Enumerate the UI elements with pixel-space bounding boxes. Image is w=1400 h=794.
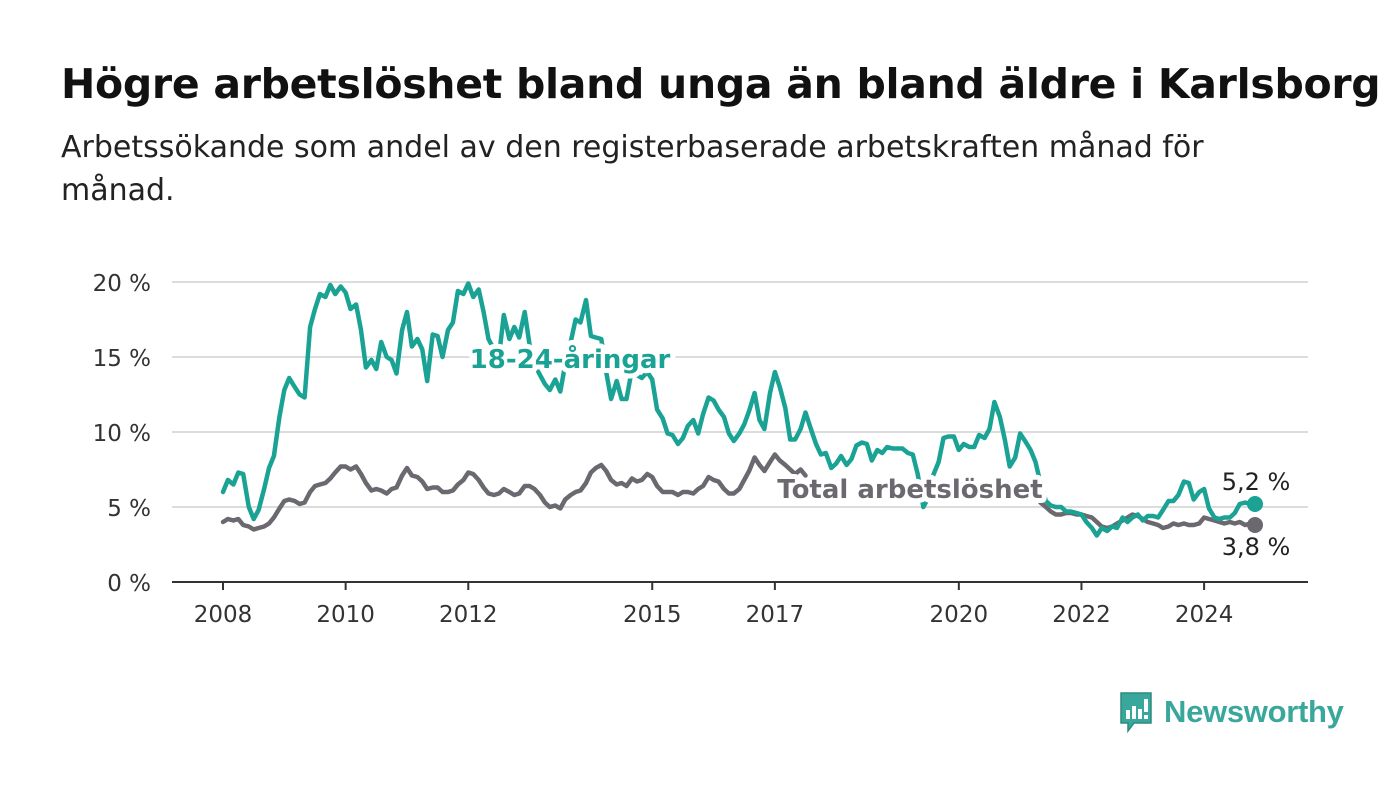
y-tick-label: 10 % (93, 421, 151, 447)
total-end-point (1247, 517, 1263, 533)
x-tick-label: 2012 (439, 602, 498, 628)
x-axis: 2008 2010 2012 2015 2017 2020 2022 2024 (172, 581, 1308, 628)
total-series-line (220, 452, 808, 532)
youth-end-point (1247, 496, 1263, 512)
x-tick-label: 2015 (623, 602, 682, 628)
y-tick-label: 15 % (93, 346, 151, 372)
y-tick-label: 20 % (93, 271, 151, 297)
x-tick-label: 2020 (930, 602, 989, 628)
x-tick-label: 2022 (1052, 602, 1111, 628)
brand-name: Newsworthy (1164, 694, 1344, 729)
total-series-label: Total arbetslöshet (777, 475, 1042, 505)
newsworthy-logo: Newsworthy (1118, 690, 1344, 734)
y-tick-label: 5 % (107, 496, 151, 522)
total-end-value-label: 3,8 % (1222, 533, 1291, 561)
x-tick-label: 2017 (746, 602, 805, 628)
y-axis-tick-labels: 0 % 5 % 10 % 15 % 20 % (93, 271, 151, 597)
x-tick-label: 2024 (1175, 602, 1234, 628)
chart-subtitle: Arbetssökande som andel av den registerb… (61, 130, 1204, 208)
youth-series-label: 18-24-åringar (470, 343, 671, 375)
youth-end-value-label: 5,2 % (1222, 468, 1291, 496)
series-labels: 18-24-åringar Total arbetslöshet 5,2 % 3,8 … (465, 338, 1294, 564)
chart-title: Högre arbetslöshet bland unga än bland ä… (61, 60, 1381, 108)
gridlines (172, 281, 1308, 508)
x-tick-label: 2010 (316, 602, 375, 628)
newsworthy-logo-icon (1120, 692, 1152, 734)
x-tick-label: 2008 (194, 602, 253, 628)
series-lines (220, 281, 1263, 538)
y-tick-label: 0 % (107, 571, 151, 597)
youth-series-line (220, 281, 1258, 538)
